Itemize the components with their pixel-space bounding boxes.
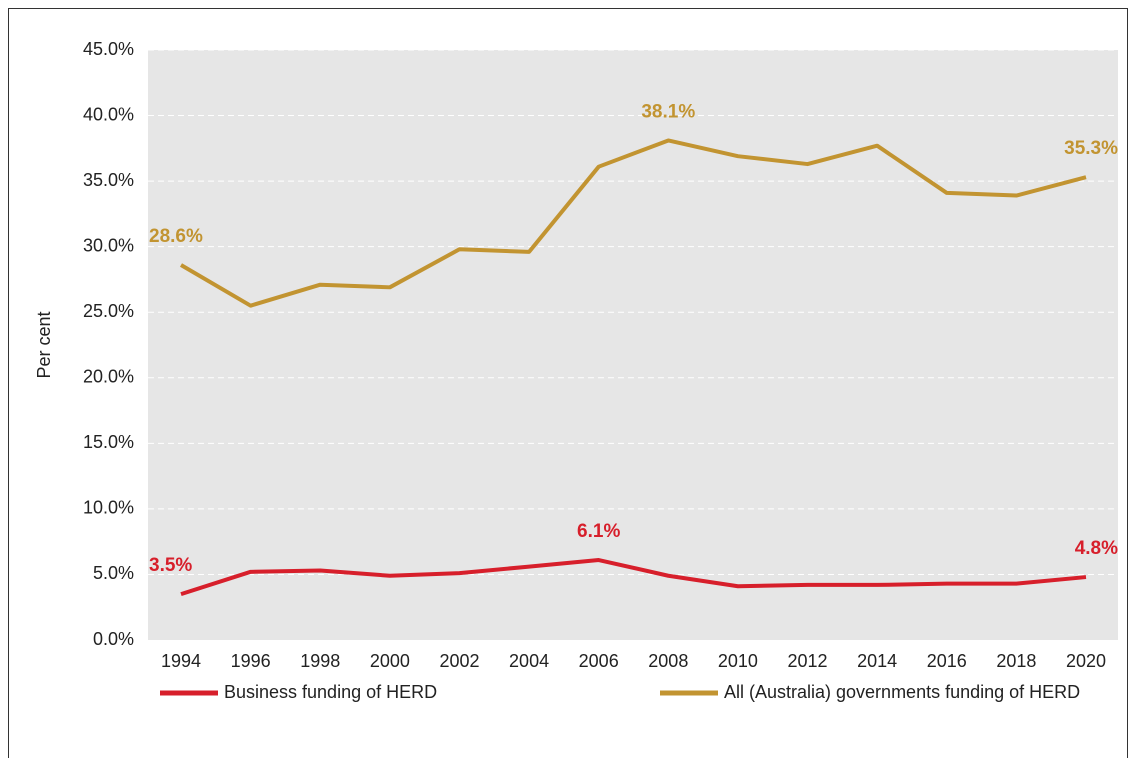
line bbox=[179, 138, 1087, 308]
y-tick-label: 30.0% bbox=[83, 235, 134, 255]
x-tick-label: 2014 bbox=[857, 651, 897, 671]
x-tick-label: 2000 bbox=[370, 651, 410, 671]
y-tick-label: 0.0% bbox=[93, 629, 134, 649]
y-tick-label: 45.0% bbox=[83, 39, 134, 59]
x-tick-label: 2006 bbox=[579, 651, 619, 671]
legend-label: Business funding of HERD bbox=[224, 682, 437, 702]
x-tick-label: 1998 bbox=[300, 651, 340, 671]
x-tick-label: 2020 bbox=[1066, 651, 1106, 671]
x-tick-label: 1996 bbox=[231, 651, 271, 671]
y-tick-label: 5.0% bbox=[93, 563, 134, 583]
data-label: 35.3% bbox=[1064, 138, 1118, 159]
x-tick-label: 2008 bbox=[648, 651, 688, 671]
x-tick-label: 2012 bbox=[788, 651, 828, 671]
legend-label: All (Australia) governments funding of H… bbox=[724, 682, 1080, 702]
y-tick-label: 10.0% bbox=[83, 498, 134, 518]
line bbox=[180, 558, 1087, 597]
y-tick-label: 20.0% bbox=[83, 367, 134, 387]
y-tick-label: 40.0% bbox=[83, 104, 134, 124]
y-axis-label: Per cent bbox=[34, 311, 54, 378]
x-tick-label: 1994 bbox=[161, 651, 201, 671]
y-tick-label: 25.0% bbox=[83, 301, 134, 321]
data-label: 4.8% bbox=[1075, 538, 1118, 559]
x-tick-label: 2004 bbox=[509, 651, 549, 671]
plot-area bbox=[148, 50, 1118, 640]
y-tick-label: 35.0% bbox=[83, 170, 134, 190]
data-label: 38.1% bbox=[641, 101, 695, 122]
frame bbox=[8, 8, 1128, 758]
data-label: 6.1% bbox=[577, 521, 620, 542]
x-tick-label: 2016 bbox=[927, 651, 967, 671]
data-label: 28.6% bbox=[149, 226, 203, 247]
y-tick-label: 15.0% bbox=[83, 432, 134, 452]
data-label: 3.5% bbox=[149, 555, 192, 576]
x-tick-label: 2010 bbox=[718, 651, 758, 671]
x-tick-label: 2018 bbox=[996, 651, 1036, 671]
x-tick-label: 2002 bbox=[439, 651, 479, 671]
